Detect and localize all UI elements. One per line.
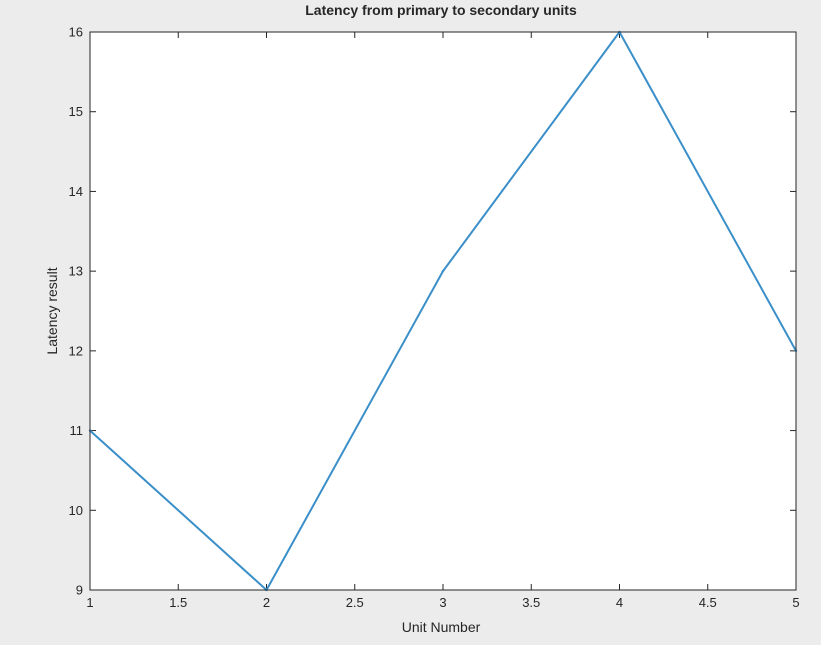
x-tick-label: 5 [792, 595, 799, 610]
y-tick-label: 13 [69, 264, 83, 279]
x-tick-label: 2 [263, 595, 270, 610]
y-tick-label: 11 [70, 423, 84, 438]
data-point [441, 269, 445, 273]
y-tick-label: 15 [69, 104, 83, 119]
y-axis-ticks: 9 10 11 12 13 14 15 16 [69, 25, 796, 598]
axes-box [89, 31, 797, 591]
chart-title: Latency from primary to secondary units [305, 2, 577, 18]
y-tick-label: 16 [69, 25, 83, 40]
x-axis-label: Unit Number [402, 619, 481, 635]
x-tick-label: 4 [616, 595, 623, 610]
x-tick-label: 1 [86, 595, 93, 610]
y-tick-label: 9 [76, 583, 83, 598]
x-tick-label: 4.5 [699, 595, 717, 610]
plot-area [90, 32, 796, 590]
y-tick-label: 14 [69, 184, 83, 199]
y-tick-label: 10 [69, 503, 83, 518]
x-axis-ticks: 1 1.5 2 2.5 3 3.5 4 4.5 5 [86, 32, 800, 610]
x-tick-label: 3 [439, 595, 446, 610]
x-tick-label: 1.5 [169, 595, 187, 610]
x-tick-label: 3.5 [522, 595, 540, 610]
y-tick-label: 12 [69, 343, 83, 358]
x-tick-label: 2.5 [346, 595, 364, 610]
y-axis-label: Latency result [44, 267, 60, 354]
